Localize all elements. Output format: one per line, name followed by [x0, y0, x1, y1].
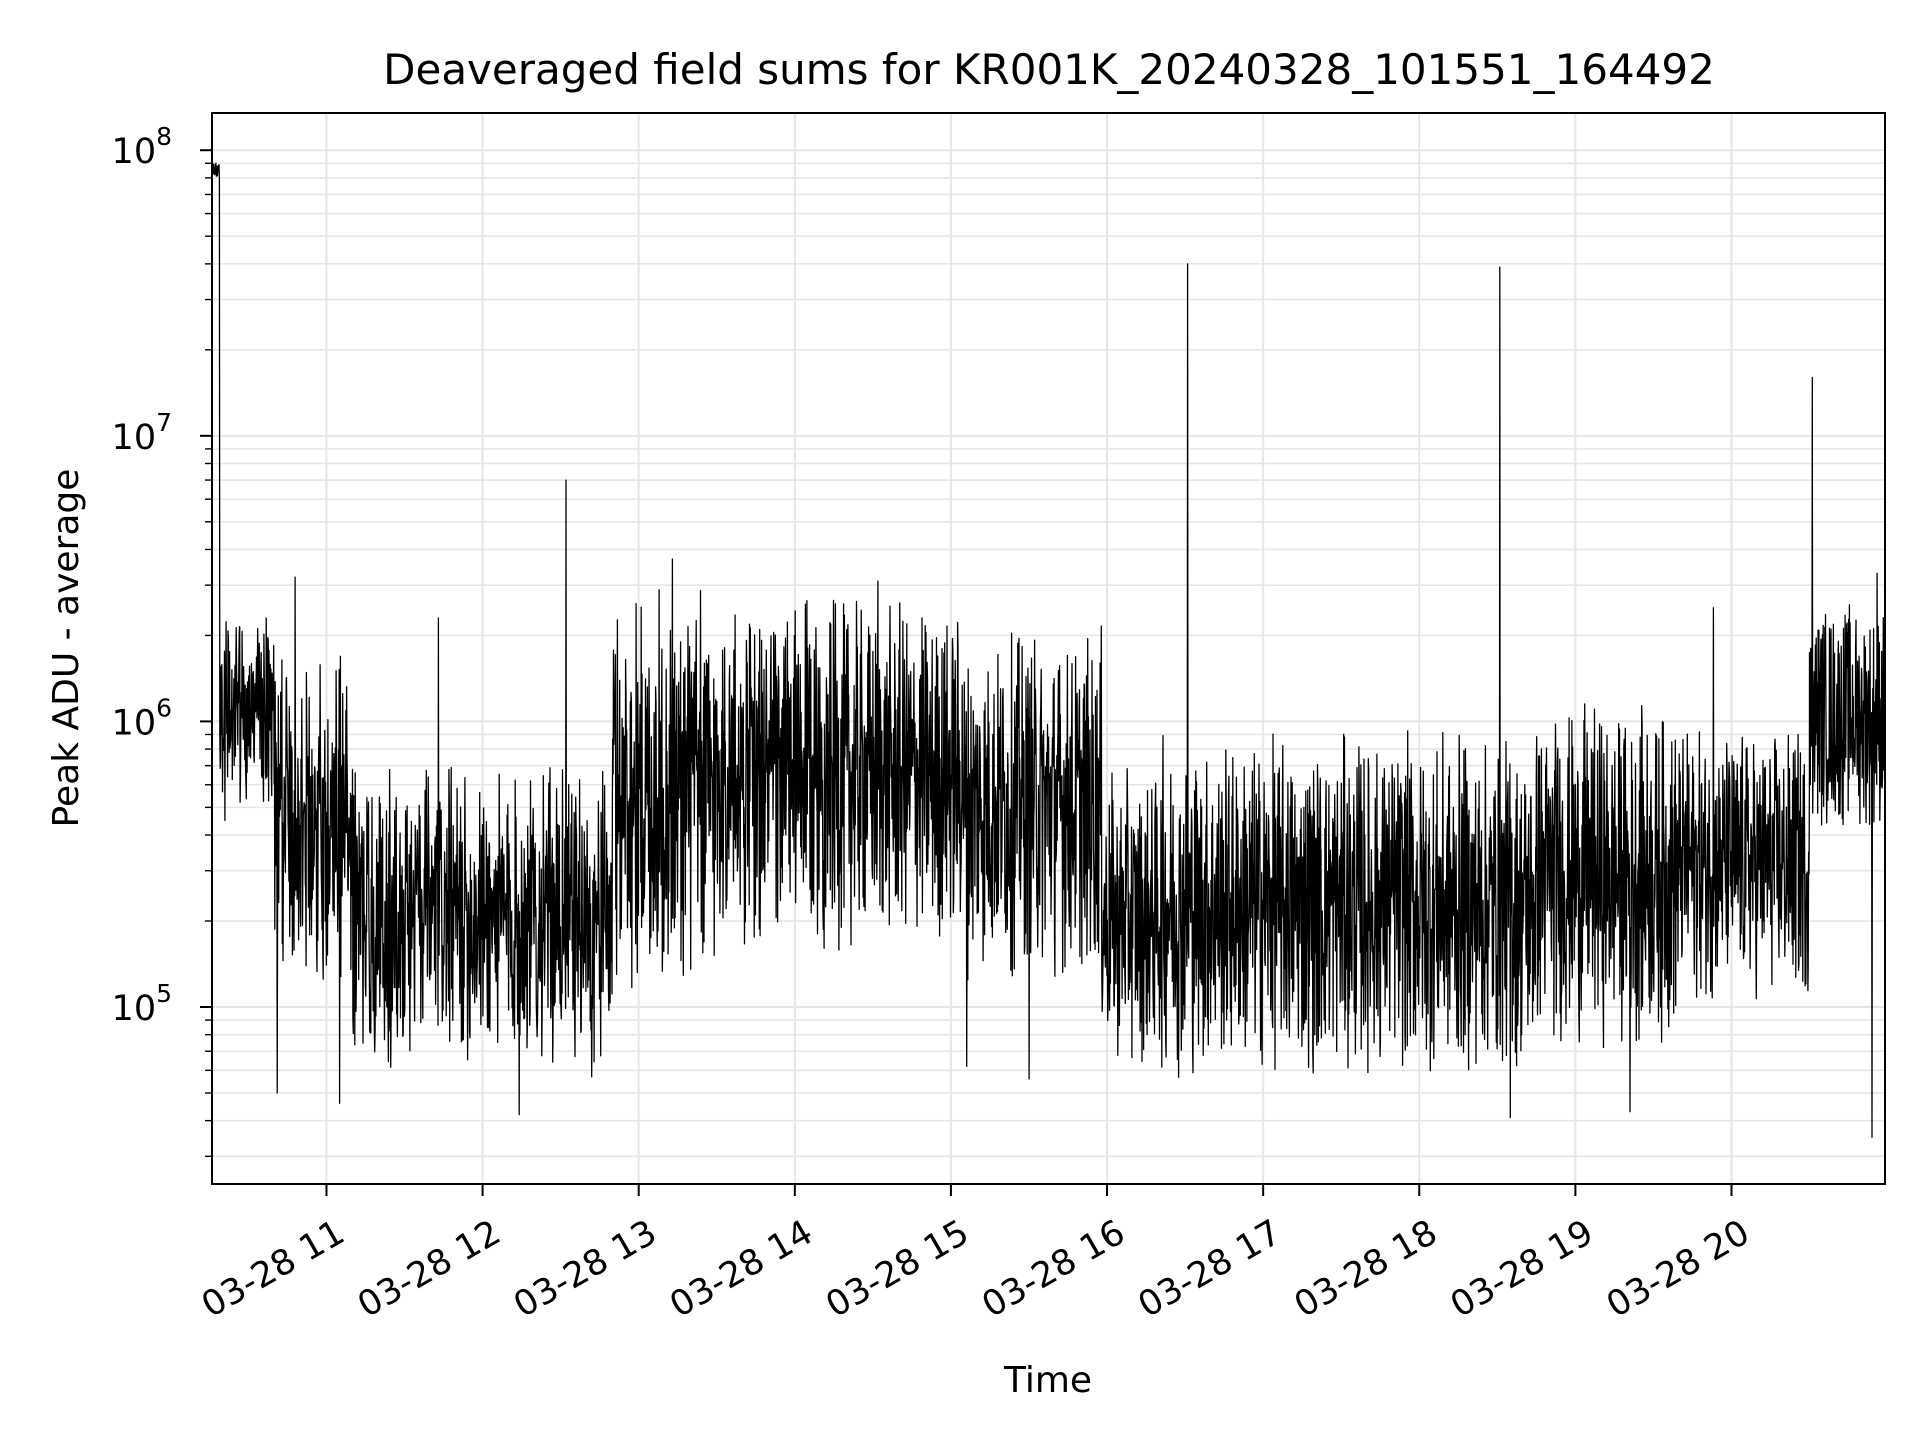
x-tick-label: 03-28 18: [1288, 1213, 1444, 1326]
y-tick-label: 105: [112, 979, 172, 1029]
x-tick-label: 03-28 19: [1444, 1213, 1600, 1326]
x-axis: 03-28 11 03-28 12 03-28 13 03-28 14 03-28 15…: [195, 1184, 1756, 1326]
x-tick-label: 03-28 17: [1132, 1213, 1288, 1326]
x-tick-label: 03-28 12: [351, 1213, 507, 1326]
y-tick-label: 108: [112, 122, 172, 172]
y-axis: 105 106 107 108: [112, 122, 212, 1158]
x-tick-label: 03-28 16: [976, 1213, 1132, 1326]
x-tick-label: 03-28 11: [195, 1213, 351, 1326]
x-axis-label: Time: [1003, 1360, 1092, 1401]
x-tick-label: 03-28 20: [1600, 1213, 1756, 1326]
y-axis-label: Peak ADU - average: [46, 469, 87, 828]
x-tick-label: 03-28 15: [820, 1213, 976, 1326]
chart-title: Deaveraged field sums for KR001K_2024032…: [383, 45, 1715, 94]
x-tick-label: 03-28 14: [663, 1213, 819, 1326]
x-tick-label: 03-28 13: [507, 1213, 663, 1326]
y-tick-label: 106: [112, 693, 172, 743]
series-line: [212, 162, 1885, 1138]
plot-frame: [211, 112, 1886, 1185]
y-tick-label: 107: [112, 408, 172, 458]
